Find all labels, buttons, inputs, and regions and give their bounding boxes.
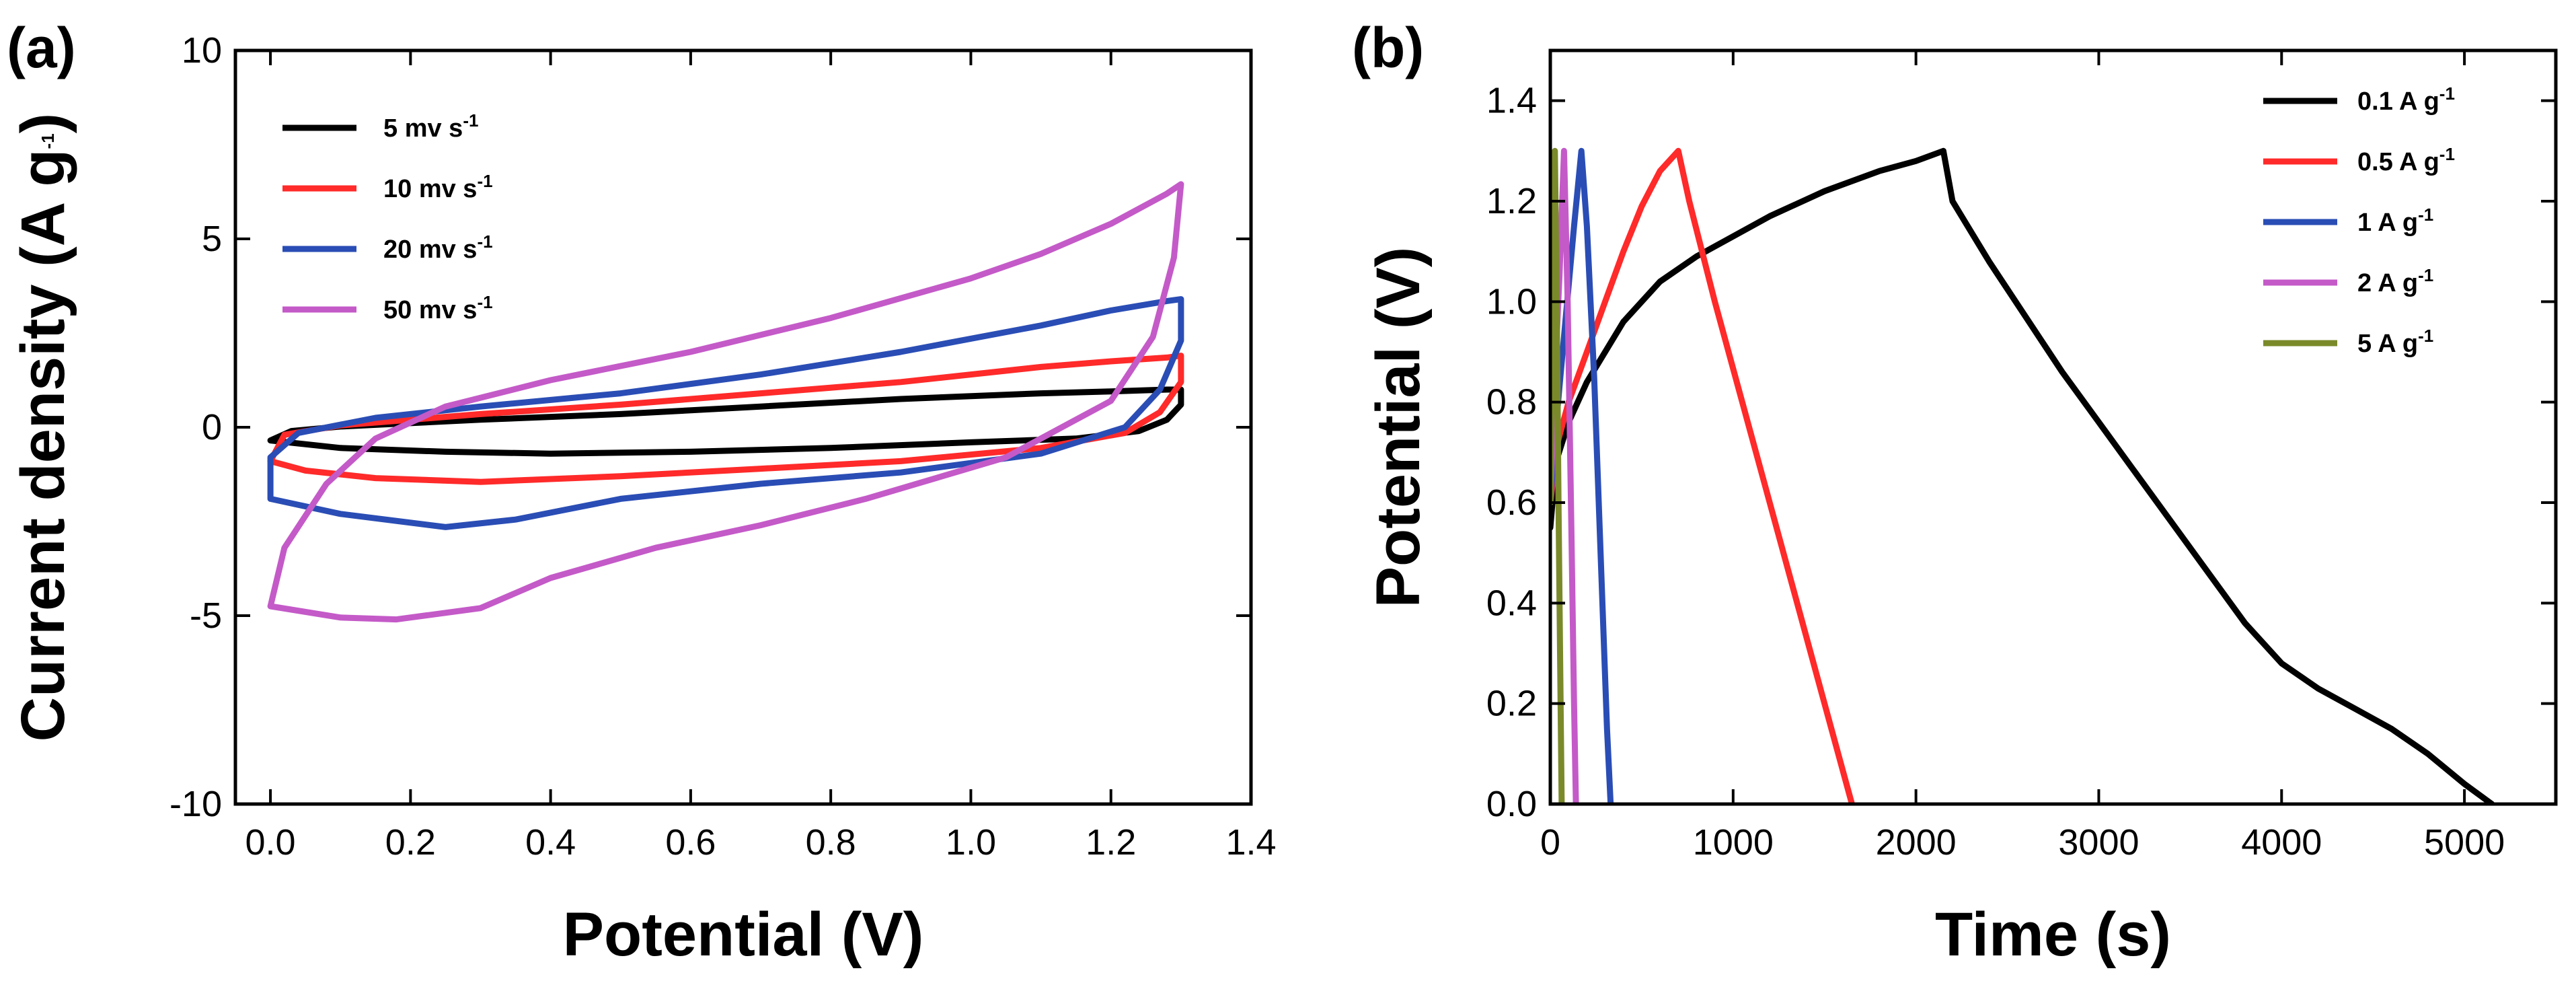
x-tick-label: 1.4 xyxy=(1225,822,1276,863)
panel-a: (a) 0.0 0.2 0.4 0.6 0.8 1.0 1.2 1.4 -10 -5 0 5 10 Pote… xyxy=(7,16,1277,969)
y-axis-title: Current density (A g-1) xyxy=(9,113,77,742)
plot-frame xyxy=(1548,48,2558,806)
series-line-3 xyxy=(267,296,1184,530)
panel-label: (b) xyxy=(1352,16,1424,79)
y-tick-label: 1.0 xyxy=(1486,281,1537,322)
legend-label-4: 50 mv s-1 xyxy=(383,292,493,324)
x-tick-label: 3000 xyxy=(2058,822,2139,863)
x-tick-label: 0 xyxy=(1540,822,1560,863)
legend-label-2: 0.5 A g-1 xyxy=(2357,144,2455,176)
y-tick-label: 1.2 xyxy=(1486,181,1537,221)
y-tick-label: -5 xyxy=(190,595,222,636)
series-line-1 xyxy=(1550,147,2495,804)
x-tick-label: 1000 xyxy=(1693,822,1774,863)
panel-b: (b) 0 1000 2000 3000 4000 5000 0.0 0.2 0.4 0.6 0.8 1… xyxy=(1352,16,2558,969)
x-tick-label: 0.8 xyxy=(806,822,856,863)
series-line-2 xyxy=(267,353,1184,485)
y-tick-label: 10 xyxy=(182,30,222,71)
series-line-1 xyxy=(267,386,1184,457)
legend: 5 mv s-1 10 mv s-1 20 mv s-1 50 mv s-1 xyxy=(282,110,493,324)
legend-label-3: 1 A g-1 xyxy=(2357,205,2433,237)
panel-label: (a) xyxy=(7,16,76,79)
x-tick-label: 0.0 xyxy=(245,822,296,863)
y-tick-label: 0 xyxy=(202,407,222,447)
legend-label-4: 2 A g-1 xyxy=(2357,265,2433,297)
x-tick-label: 4000 xyxy=(2241,822,2322,863)
y-tick-label: 1.4 xyxy=(1486,81,1537,121)
y-tick-label: 0.8 xyxy=(1486,382,1537,423)
x-tick-label: 0.2 xyxy=(385,822,436,863)
y-tick-label: 0.4 xyxy=(1486,583,1537,623)
x-tick-label: 2000 xyxy=(1876,822,1957,863)
y-axis-title-group: Current density (A g-1) xyxy=(9,113,77,742)
series-group xyxy=(1550,147,2495,804)
legend-label-2: 10 mv s-1 xyxy=(383,171,493,203)
y-axis-title: Potential (V) xyxy=(1364,247,1433,608)
legend-label-3: 20 mv s-1 xyxy=(383,231,493,264)
y-axis-title-group: Potential (V) xyxy=(1364,247,1433,608)
y-tick-label: -10 xyxy=(169,784,222,824)
legend-label-1: 0.1 A g-1 xyxy=(2357,83,2455,116)
series-group xyxy=(267,181,1184,623)
plot-frame xyxy=(233,48,1253,806)
series-line-2 xyxy=(1550,147,1855,804)
legend: 0.1 A g-1 0.5 A g-1 1 A g-1 2 A g-1 5 A g-1 xyxy=(2263,83,2455,358)
x-tick-label: 5000 xyxy=(2424,822,2505,863)
y-tick-label: 0.2 xyxy=(1486,684,1537,724)
series-line-4 xyxy=(267,181,1184,623)
legend-label-1: 5 mv s-1 xyxy=(383,110,478,143)
y-tick-label: 0.6 xyxy=(1486,482,1537,523)
y-tick-label: 5 xyxy=(202,219,222,259)
y-tick-label: 0.0 xyxy=(1486,784,1537,824)
x-axis-title: Time (s) xyxy=(1935,900,2171,969)
x-tick-label: 1.0 xyxy=(946,822,996,863)
x-tick-label: 0.4 xyxy=(525,822,576,863)
x-tick-label: 0.6 xyxy=(665,822,716,863)
legend-label-5: 5 A g-1 xyxy=(2357,326,2433,358)
x-tick-label: 1.2 xyxy=(1086,822,1136,863)
x-axis-title: Potential (V) xyxy=(563,900,924,969)
